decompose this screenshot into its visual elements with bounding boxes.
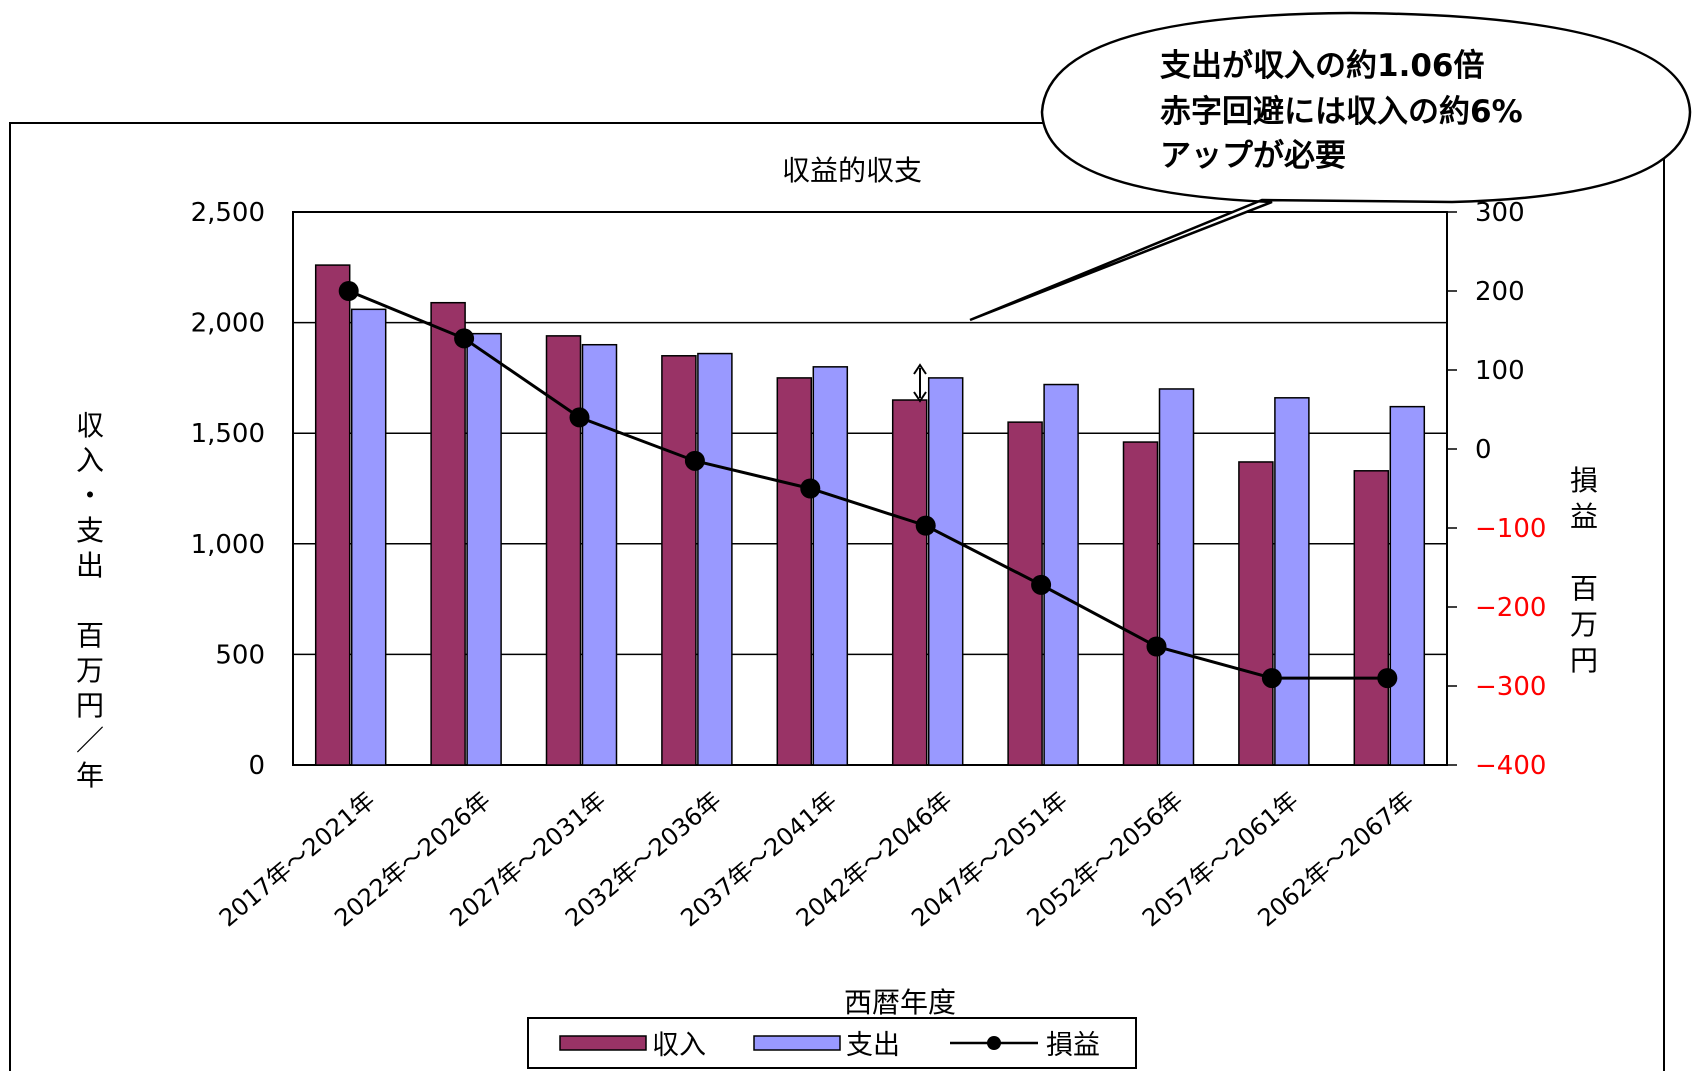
- bar-income: [1238, 461, 1274, 766]
- right-tick-label: −300: [1475, 672, 1546, 702]
- legend-label-profit: 損益: [1046, 1030, 1100, 1061]
- profit-point: [454, 328, 475, 349]
- right-tick-label: 200: [1475, 277, 1525, 307]
- legend-swatch-expense: [753, 1035, 841, 1051]
- callout-line-2: 赤字回避には収入の約6%: [1160, 94, 1523, 130]
- gap-arrow-icon: [913, 363, 927, 403]
- y-axis-label-right: 損益 百万円: [1570, 464, 1598, 677]
- right-tick-label: 100: [1475, 356, 1525, 386]
- right-axis-ticks: −400 −300 −200 −100 0 100 200 300: [1447, 198, 1546, 781]
- left-tick-label: 1,000: [191, 530, 265, 560]
- profit-point: [338, 281, 359, 301]
- profit-point: [1261, 668, 1282, 689]
- profit-point: [1146, 636, 1167, 657]
- bar-income: [545, 335, 582, 766]
- y-axis-title-left: 収入・支出 百万円／年: [76, 409, 104, 792]
- left-axis-ticks: 0 500 1,000 1,500 2,000 2,500: [191, 198, 265, 781]
- right-tick-label: −100: [1475, 514, 1546, 544]
- right-tick-label: −200: [1475, 593, 1546, 623]
- bar-expense: [581, 343, 618, 766]
- bars: [314, 264, 1426, 766]
- x-axis-title: 西暦年度: [844, 986, 956, 1019]
- bar-expense: [697, 352, 733, 766]
- bar-income: [776, 377, 813, 766]
- left-tick-label: 1,500: [191, 419, 265, 449]
- bar-expense: [1158, 388, 1195, 766]
- callout-line-1: 支出が収入の約1.06倍: [1160, 48, 1485, 84]
- left-tick-label: 500: [215, 640, 265, 670]
- bar-expense: [350, 308, 387, 766]
- y-axis-label-left: 収入・支出 百万円／年: [76, 409, 104, 792]
- bar-income: [661, 355, 697, 766]
- bar-income: [1122, 441, 1159, 766]
- profit-point: [684, 450, 705, 471]
- profit-line-path: [348, 289, 1388, 680]
- profit-line: [338, 281, 1398, 689]
- chart-title: 収益的収支: [782, 154, 922, 187]
- profit-point: [569, 407, 590, 428]
- bar-expense: [927, 377, 964, 766]
- profit-point: [915, 515, 936, 536]
- bar-expense: [1274, 397, 1310, 766]
- legend-swatch-income: [559, 1035, 647, 1051]
- callout-line-3: アップが必要: [1160, 138, 1346, 174]
- left-tick-label: 2,000: [191, 309, 265, 339]
- profit-point: [1377, 668, 1398, 689]
- legend-label-expense: 支出: [846, 1030, 900, 1061]
- bar-income: [314, 264, 351, 766]
- callout-bubble: 支出が収入の約1.06倍 赤字回避には収入の約6% アップが必要: [969, 11, 1692, 322]
- legend-marker-profit: [987, 1036, 1001, 1050]
- right-tick-label: −400: [1475, 751, 1546, 781]
- profit-point: [1031, 574, 1052, 595]
- bar-income: [891, 399, 928, 766]
- profit-point: [800, 478, 821, 499]
- y-axis-title-right: 損益 百万円: [1570, 464, 1598, 677]
- legend: 収入 支出 損益: [527, 1017, 1137, 1069]
- left-tick-label: 2,500: [191, 198, 265, 228]
- bar-expense: [466, 332, 502, 766]
- callout-shape: [969, 11, 1692, 322]
- bar-expense: [812, 366, 849, 766]
- bar-expense: [1389, 405, 1426, 766]
- bar-income: [1353, 470, 1390, 766]
- right-tick-label: 300: [1475, 198, 1525, 228]
- left-tick-label: 0: [248, 751, 265, 781]
- bar-expense: [1043, 383, 1079, 766]
- legend-label-income: 収入: [652, 1030, 706, 1061]
- right-tick-label: 0: [1475, 435, 1492, 465]
- bar-income: [430, 301, 466, 766]
